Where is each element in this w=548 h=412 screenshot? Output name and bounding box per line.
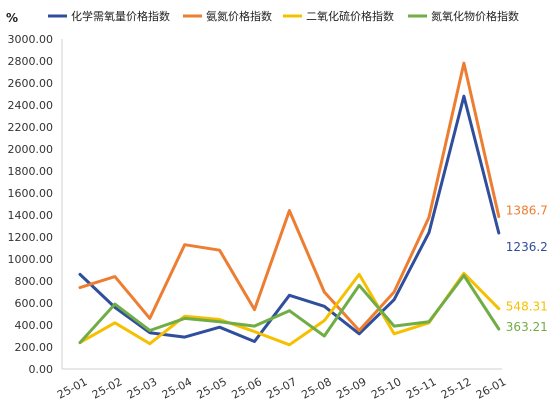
x-tick-label: 25-05 [195, 375, 229, 401]
legend: 化学需氧量价格指数 氨氮价格指数 二氧化硫价格指数 氮氧化物价格指数 [48, 9, 519, 23]
series-line-1 [78, 61, 501, 332]
y-tick-label: 0.00 [29, 363, 54, 376]
x-tick-label: 25-11 [404, 375, 438, 401]
y-tick-label: 1200.00 [8, 231, 54, 244]
y-tick-label: 1600.00 [8, 187, 54, 200]
x-tick-label: 25-06 [230, 375, 264, 401]
y-tick-label: 1000.00 [8, 253, 54, 266]
x-tick-label: 25-09 [334, 375, 368, 401]
y-axis-unit: % [6, 11, 18, 25]
x-tick-label: 25-07 [264, 375, 298, 401]
legend-label-2: 二氧化硫价格指数 [306, 9, 394, 23]
y-tick-labels: 0.00 200.00 400.00 600.00 800.00 1000.00 1200.… [8, 33, 54, 376]
x-tick-label: 25-10 [369, 375, 403, 401]
y-tick-label: 400.00 [15, 319, 54, 332]
end-labels: 1236.29 1386.71 548.31 363.21 [506, 203, 548, 334]
y-tick-label: 2200.00 [8, 121, 54, 134]
series-line-0 [78, 94, 501, 343]
series-lines [78, 61, 501, 347]
x-tick-label: 25-02 [90, 375, 124, 401]
end-value-label-1: 1386.71 [506, 203, 548, 217]
end-value-label-3: 363.21 [506, 320, 548, 334]
legend-label-3: 氮氧化物价格指数 [431, 9, 519, 23]
y-tick-label: 1800.00 [8, 165, 54, 178]
x-tick-label: 25-12 [439, 375, 473, 401]
y-tick-label: 2600.00 [8, 77, 54, 90]
y-tick-label: 2800.00 [8, 55, 54, 68]
end-value-label-2: 548.31 [506, 300, 548, 314]
y-tick-label: 3000.00 [8, 33, 54, 46]
series-line-3 [78, 274, 501, 345]
x-tick-label: 26-01 [474, 375, 508, 401]
end-value-label-0: 1236.29 [506, 240, 548, 254]
x-tick-label: 25-03 [125, 375, 159, 401]
x-tick-label: 25-04 [160, 375, 194, 401]
y-tick-label: 800.00 [15, 275, 54, 288]
y-tick-label: 600.00 [15, 297, 54, 310]
x-tick-labels: 25-01 25-02 25-03 25-04 25-05 25-06 25-07 25-08… [55, 375, 508, 401]
y-tick-label: 2000.00 [8, 143, 54, 156]
axes [61, 39, 502, 370]
legend-label-0: 化学需氧量价格指数 [71, 9, 170, 23]
x-tick-label: 25-01 [55, 375, 89, 401]
y-tick-label: 2400.00 [8, 99, 54, 112]
y-tick-label: 1400.00 [8, 209, 54, 222]
legend-label-1: 氨氮价格指数 [206, 9, 272, 23]
y-tick-label: 200.00 [15, 341, 54, 354]
x-tick-label: 25-08 [299, 375, 333, 401]
